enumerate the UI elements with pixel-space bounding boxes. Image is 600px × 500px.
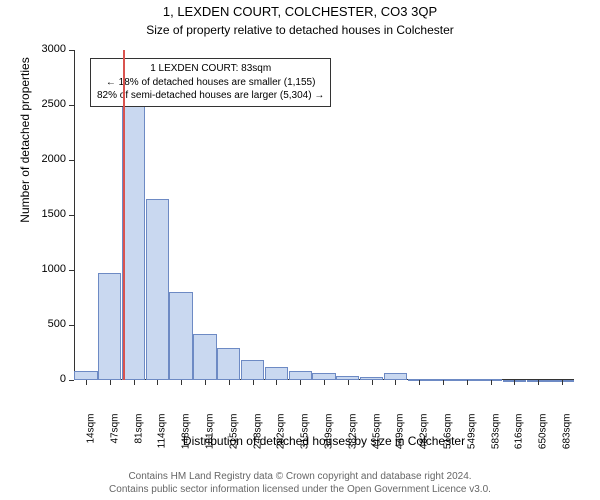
x-tick-mark [324,380,325,385]
histogram-bar [193,334,216,380]
histogram-bar [289,371,312,380]
copyright-line-1: Contains HM Land Registry data © Crown c… [0,470,600,483]
x-tick-label: 148sqm [181,414,192,464]
histogram-bar [74,371,97,380]
x-tick-mark [229,380,230,385]
x-tick-mark [181,380,182,385]
x-tick-label: 516sqm [443,414,454,464]
x-tick-mark [86,380,87,385]
x-tick-label: 349sqm [324,414,335,464]
x-tick-mark [467,380,468,385]
y-tick-label: 3000 [32,43,66,55]
x-tick-mark [443,380,444,385]
x-tick-label: 583sqm [490,414,501,464]
info-line-2: ← 18% of detached houses are smaller (1,… [97,76,324,90]
y-tick-mark [69,380,74,381]
x-tick-mark [419,380,420,385]
x-tick-label: 683sqm [562,414,573,464]
histogram-bar [98,273,121,380]
x-tick-mark [538,380,539,385]
x-tick-mark [300,380,301,385]
x-tick-label: 415sqm [371,414,382,464]
x-tick-label: 114sqm [157,414,168,464]
histogram-bar [312,373,335,380]
x-tick-label: 382sqm [347,414,358,464]
info-line-3: 82% of semi-detached houses are larger (… [97,89,324,103]
x-tick-label: 549sqm [466,414,477,464]
info-line-1: 1 LEXDEN COURT: 83sqm [97,62,324,76]
histogram-bar [122,105,145,380]
x-tick-label: 81sqm [133,414,144,464]
copyright-line-2: Contains public sector information licen… [0,483,600,496]
y-tick-label: 500 [32,318,66,330]
x-tick-label: 315sqm [300,414,311,464]
histogram-bar [241,360,264,380]
property-marker-line [123,50,125,380]
page-subtitle: Size of property relative to detached ho… [0,21,600,37]
y-tick-label: 1500 [32,208,66,220]
y-tick-label: 2500 [32,98,66,110]
y-tick-mark [69,325,74,326]
x-tick-mark [205,380,206,385]
x-tick-label: 47sqm [109,414,120,464]
histogram-bar [169,292,192,380]
x-tick-mark [253,380,254,385]
x-tick-mark [157,380,158,385]
y-tick-mark [69,215,74,216]
y-tick-label: 1000 [32,263,66,275]
x-tick-mark [110,380,111,385]
x-tick-label: 181sqm [204,414,215,464]
x-tick-mark [514,380,515,385]
x-tick-mark [348,380,349,385]
x-tick-mark [372,380,373,385]
y-tick-label: 2000 [32,153,66,165]
x-tick-mark [134,380,135,385]
y-tick-mark [69,105,74,106]
y-tick-label: 0 [32,373,66,385]
y-tick-mark [69,270,74,271]
copyright-footer: Contains HM Land Registry data © Crown c… [0,470,600,496]
histogram-bar [217,348,240,380]
x-tick-mark [491,380,492,385]
x-tick-label: 650sqm [538,414,549,464]
info-box: 1 LEXDEN COURT: 83sqm ← 18% of detached … [90,58,331,107]
x-tick-label: 215sqm [228,414,239,464]
x-tick-label: 248sqm [252,414,263,464]
x-tick-mark [276,380,277,385]
x-tick-label: 482sqm [419,414,430,464]
x-tick-label: 449sqm [395,414,406,464]
x-tick-label: 14sqm [85,414,96,464]
x-tick-mark [395,380,396,385]
page-title: 1, LEXDEN COURT, COLCHESTER, CO3 3QP [0,0,600,21]
x-tick-label: 282sqm [276,414,287,464]
histogram-bar [384,373,407,380]
y-tick-mark [69,160,74,161]
x-tick-mark [562,380,563,385]
x-tick-label: 616sqm [514,414,525,464]
histogram-bar [146,199,169,381]
y-axis-label: Number of detached properties [18,0,32,305]
y-tick-mark [69,50,74,51]
histogram-bar [265,367,288,380]
